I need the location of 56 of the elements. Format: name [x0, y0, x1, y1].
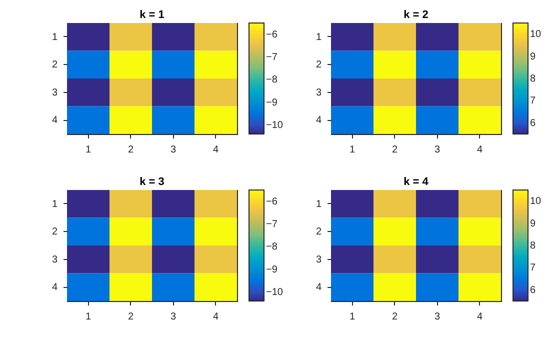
color-bar-label: 9: [530, 51, 536, 62]
y-tick-label: 4: [316, 115, 322, 126]
y-tick-label: 4: [316, 282, 322, 294]
x-tick-label: 2: [392, 312, 398, 322]
x-tick-label: 2: [128, 312, 134, 322]
color-bar-label: −7: [266, 218, 278, 230]
y-tick-label: 2: [52, 226, 58, 238]
color-bar-label: 9: [530, 218, 536, 230]
x-tick-label: 3: [434, 312, 440, 322]
x-tick-label: 3: [434, 144, 440, 156]
color-bar-label: 8: [530, 74, 536, 84]
x-tick-label: 2: [392, 144, 398, 156]
chart-title: k = 2: [404, 9, 428, 21]
y-tick-label: 3: [316, 254, 322, 266]
color-bar-label: 7: [530, 96, 536, 107]
x-tick-label: 3: [170, 144, 176, 156]
color-bar-label: −8: [266, 74, 278, 86]
y-tick-label: 4: [52, 115, 58, 126]
color-bar-label: −8: [266, 242, 278, 253]
x-tick-label: 4: [212, 144, 219, 156]
color-bar-label: 8: [530, 240, 536, 252]
chart-title: k = 1: [140, 9, 164, 21]
chart-title: k = 3: [140, 176, 164, 188]
x-tick-label: 1: [85, 144, 92, 156]
x-tick-label: 1: [349, 144, 356, 156]
y-tick-label: 3: [316, 87, 322, 98]
x-tick-label: 4: [476, 312, 483, 322]
y-tick-label: 1: [316, 198, 322, 210]
y-tick-label: 1: [52, 198, 58, 210]
x-tick-label: 4: [476, 144, 483, 156]
color-bar-label: −9: [266, 264, 278, 276]
y-tick-label: 2: [52, 60, 58, 71]
x-tick-label: 2: [128, 144, 134, 156]
y-tick-label: 2: [316, 226, 322, 238]
color-bar-label: −7: [266, 52, 278, 63]
color-bar-label: 10: [530, 196, 542, 208]
y-tick-label: 1: [316, 32, 322, 43]
y-tick-label: 4: [52, 282, 58, 294]
y-tick-label: 2: [316, 60, 322, 71]
color-bar-label: 6: [530, 284, 536, 296]
chart-title: k = 4: [404, 176, 430, 188]
x-tick-label: 4: [212, 312, 219, 322]
x-tick-label: 1: [85, 312, 92, 322]
color-bar-label: −10: [266, 120, 284, 131]
y-tick-label: 3: [52, 87, 58, 98]
color-bar-label: 6: [530, 118, 536, 129]
color-bar-label: −6: [266, 196, 278, 208]
color-bar-label: 7: [530, 262, 536, 274]
color-bar-label: −9: [266, 97, 278, 108]
x-tick-label: 1: [349, 312, 356, 322]
x-tick-label: 3: [170, 312, 176, 322]
y-tick-label: 3: [52, 254, 58, 266]
color-bar-label: 10: [530, 29, 542, 40]
color-bar-label: −10: [266, 286, 284, 298]
color-bar-label: −6: [266, 29, 278, 40]
y-tick-label: 1: [52, 32, 58, 43]
